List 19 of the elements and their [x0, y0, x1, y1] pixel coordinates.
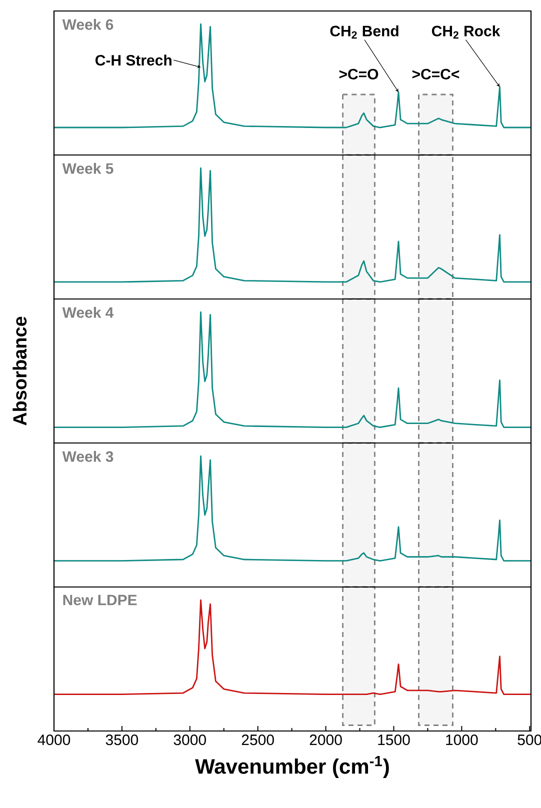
band-label: >C=O	[339, 68, 378, 80]
chart-title: New LDPE	[63, 594, 137, 606]
x-tick-label: 3000	[174, 734, 206, 746]
x-axis-title: Wavenumber (cm$^{-1}$)	[195, 756, 389, 778]
y-axis-title: Absorbance	[12, 316, 27, 426]
annotation: C-H Strech	[95, 54, 172, 66]
x-tick-label: 1500	[378, 734, 410, 746]
x-tick-label: 4000	[38, 734, 70, 746]
x-tick-label: 3500	[106, 734, 138, 746]
annotation: CH$_{2}$ Rock	[432, 25, 500, 39]
x-tick-label: 2000	[310, 734, 342, 746]
chart-title: Week 6	[62, 18, 114, 30]
chart-title: Week 5	[62, 162, 114, 174]
x-tick-label: 1000	[446, 734, 478, 746]
chart-title: Week 3	[62, 450, 114, 462]
annotation: CH$_{2}$ Bend	[330, 25, 398, 39]
x-tick-label: 2500	[242, 734, 274, 746]
band-label: >C=C<	[412, 68, 460, 80]
chart-title: Week 4	[62, 306, 114, 318]
